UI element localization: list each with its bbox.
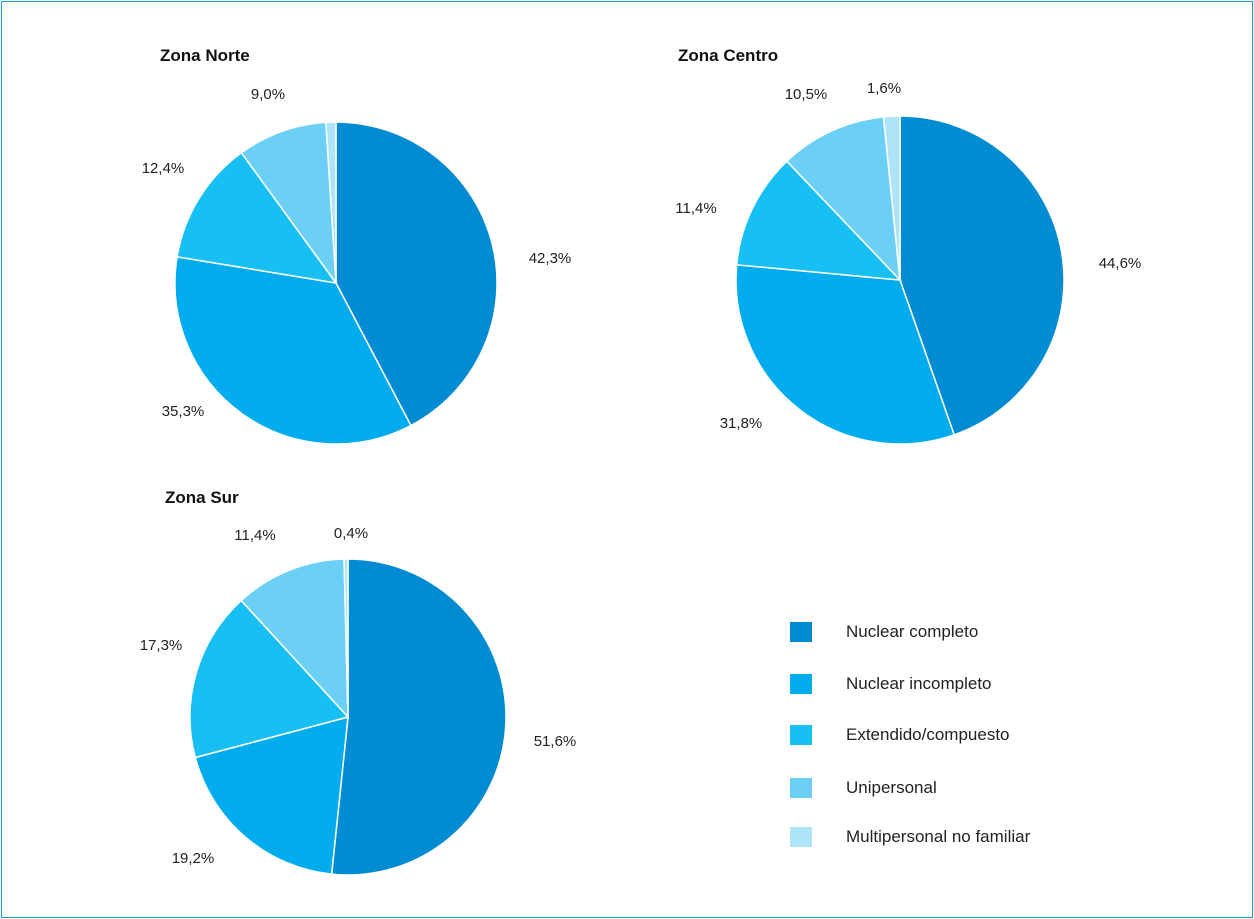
- data-label-nuclear-completo: 51,6%: [534, 733, 577, 750]
- legend-label: Multipersonal no familiar: [846, 827, 1031, 846]
- data-label-unipersonal: 11,4%: [234, 527, 275, 544]
- legend-label: Unipersonal: [846, 778, 937, 797]
- legend-item-nuclear-completo: Nuclear completo: [790, 620, 1110, 644]
- pie-slice-nuclear-completo: [899, 115, 1065, 436]
- pie-zona-norte: 42,3% 35,3% 12,4% 9,0%: [142, 86, 572, 445]
- pie-slice-extendido-compuesto: [176, 151, 338, 285]
- legend-swatch: [790, 674, 812, 694]
- data-label-nuclear-completo: 44,6%: [1099, 255, 1142, 272]
- data-label-unipersonal: 10,5%: [785, 86, 828, 103]
- pie-slice-multipersonal-no-familiar: [882, 115, 901, 281]
- legend-label: Extendido/compuesto: [846, 725, 1010, 744]
- legend-swatch: [790, 725, 812, 745]
- legend-swatch: [790, 778, 812, 798]
- chart-title-zona-norte: Zona Norte: [160, 46, 250, 65]
- legend-item-unipersonal: Unipersonal: [790, 776, 1110, 800]
- pie-slice-nuclear-incompleto: [194, 715, 349, 875]
- data-label-nuclear-incompleto: 35,3%: [162, 403, 205, 420]
- data-label-extendido-compuesto: 12,4%: [142, 160, 185, 177]
- pie-slice-unipersonal: [240, 121, 337, 286]
- legend-label: Nuclear completo: [846, 622, 979, 641]
- chart-title-zona-sur: Zona Sur: [165, 488, 239, 507]
- data-label-extendido-compuesto: 17,3%: [140, 637, 183, 654]
- pie-slice-nuclear-completo: [330, 558, 507, 876]
- data-label-nuclear-incompleto: 31,8%: [720, 415, 763, 432]
- data-label-multipersonal-no-familiar: 0,4%: [334, 525, 368, 542]
- pie-slice-multipersonal-no-familiar: [343, 558, 349, 718]
- legend-label: Nuclear incompleto: [846, 674, 992, 693]
- data-label-nuclear-incompleto: 19,2%: [172, 850, 215, 867]
- legend-item-nuclear-incompleto: Nuclear incompleto: [790, 672, 1110, 696]
- legend-item-extendido-compuesto: Extendido/compuesto: [790, 723, 1110, 747]
- pie-slice-extendido-compuesto: [735, 160, 902, 281]
- chart-title-zona-centro: Zona Centro: [678, 46, 779, 65]
- legend-swatch: [790, 622, 812, 642]
- data-label-nuclear-completo: 42,3%: [529, 250, 572, 267]
- legend-item-multipersonal-no-familiar: Multipersonal no familiar: [790, 825, 1110, 849]
- pie-slice-extendido-compuesto: [189, 599, 350, 759]
- legend-swatch: [790, 827, 812, 847]
- data-label-extendido-compuesto: 11,4%: [675, 200, 716, 217]
- data-label-multipersonal-no-familiar: 1,6%: [867, 80, 901, 97]
- pie-zona-sur: 51,6% 19,2% 17,3% 11,4% 0,4%: [140, 525, 577, 876]
- pie-slice-unipersonal: [785, 116, 901, 283]
- pie-slice-multipersonal-no-familiar: [325, 121, 337, 284]
- pie-slice-unipersonal: [240, 558, 349, 719]
- pie-slice-nuclear-completo: [335, 121, 498, 427]
- pie-slice-nuclear-incompleto: [174, 255, 412, 445]
- pie-slice-nuclear-incompleto: [735, 263, 956, 445]
- data-label-unipersonal: 9,0%: [251, 86, 285, 103]
- pie-zona-centro: 44,6% 31,8% 11,4% 10,5% 1,6%: [675, 80, 1142, 445]
